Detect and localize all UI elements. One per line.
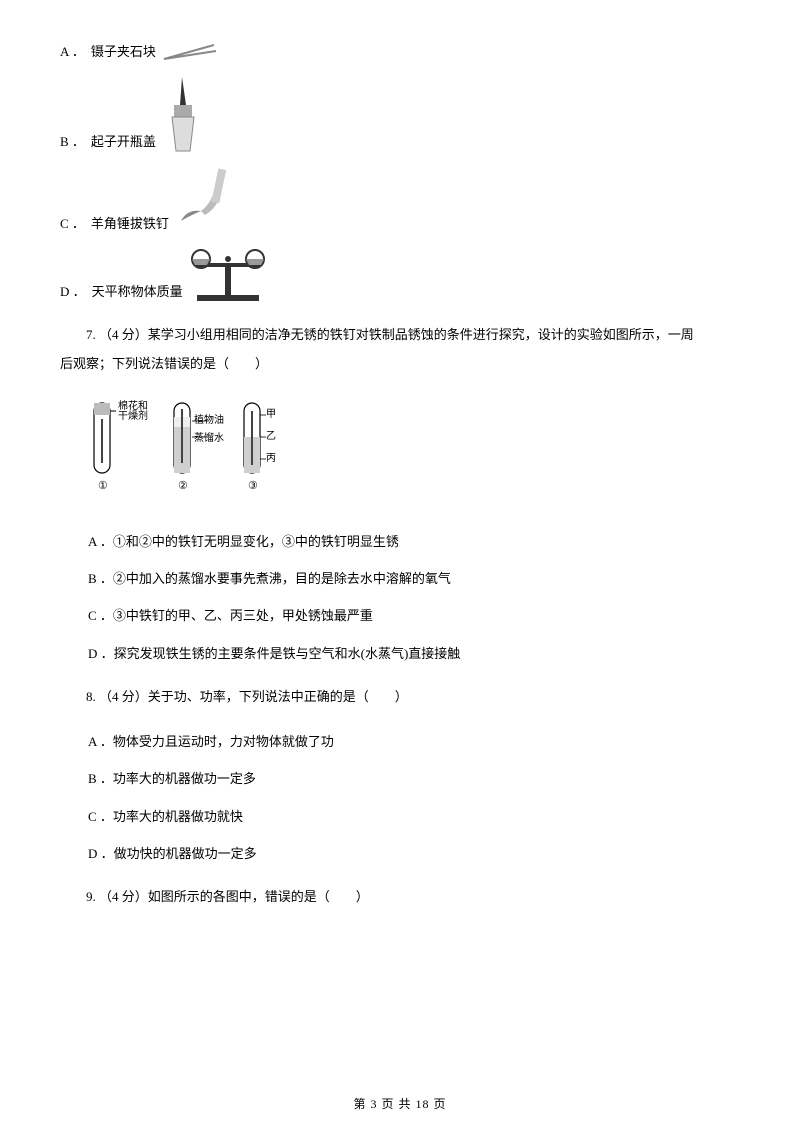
svg-text:乙: 乙 [266, 430, 276, 442]
q8-option-a[interactable]: A ．物体受力且运动时，力对物体就做了功 [88, 730, 740, 753]
q6-d-label: D ． [60, 280, 86, 303]
q7-option-d[interactable]: D ．探究发现铁生锈的主要条件是铁与空气和水(水蒸气)直接接触 [88, 642, 740, 665]
q6-option-c[interactable]: C ． 羊角锤拔铁钉 [60, 165, 740, 235]
q6-b-text: 起子开瓶盖 [91, 130, 156, 153]
q7-stem-line2: 后观察；下列说法错误的是（ ） [60, 350, 740, 379]
q7-stem-line1: 7. （4 分）某学习小组用相同的洁净无锈的铁钉对铁制品锈蚀的条件进行探究，设计… [60, 321, 740, 350]
claw-hammer-icon [173, 165, 243, 235]
q6-c-label: C ． [60, 212, 85, 235]
svg-text:干燥剂: 干燥剂 [118, 409, 148, 422]
test-tubes-diagram: 棉花和 干燥剂 ① 植物油 蒸馏水 ② 甲 乙 丙 ③ [88, 397, 298, 507]
q6-d-text: 天平称物体质量 [92, 280, 183, 303]
q6-option-a[interactable]: A ． 镊子夹石块 [60, 40, 740, 63]
tweezers-icon [160, 41, 220, 63]
page-footer: 第 3 页 共 18 页 [0, 1095, 800, 1112]
svg-text:甲: 甲 [266, 409, 276, 420]
svg-text:丙: 丙 [266, 453, 276, 464]
q7-diagram: 棉花和 干燥剂 ① 植物油 蒸馏水 ② 甲 乙 丙 ③ [88, 397, 740, 512]
q6-b-label: B ． [60, 130, 85, 153]
q6-a-label: A ． [60, 40, 85, 63]
q7-option-a[interactable]: A ．①和②中的铁钉无明显变化，③中的铁钉明显生锈 [88, 530, 740, 553]
svg-text:植物油: 植物油 [194, 413, 224, 426]
q7-stem: 7. （4 分）某学习小组用相同的洁净无锈的铁钉对铁制品锈蚀的条件进行探究，设计… [60, 321, 740, 378]
bottle-opener-icon [160, 75, 206, 153]
q8-stem: 8. （4 分）关于功、功率，下列说法中正确的是（ ） [60, 683, 740, 712]
q6-a-text: 镊子夹石块 [91, 40, 156, 63]
q6-option-d[interactable]: D ． 天平称物体质量 [60, 247, 740, 303]
balance-scale-icon [187, 247, 269, 303]
q7-option-c[interactable]: C ．③中铁钉的甲、乙、丙三处，甲处锈蚀最严重 [88, 604, 740, 627]
svg-text:①: ① [98, 480, 108, 492]
q8-option-b[interactable]: B ．功率大的机器做功一定多 [88, 767, 740, 790]
q6-option-b[interactable]: B ． 起子开瓶盖 [60, 75, 740, 153]
q8-option-d[interactable]: D ．做功快的机器做功一定多 [88, 842, 740, 865]
svg-text:蒸馏水: 蒸馏水 [194, 431, 224, 444]
q8-option-c[interactable]: C ．功率大的机器做功就快 [88, 805, 740, 828]
q9-stem: 9. （4 分）如图所示的各图中，错误的是（ ） [60, 883, 740, 912]
svg-text:③: ③ [248, 480, 258, 492]
svg-text:②: ② [178, 480, 188, 492]
q7-option-b[interactable]: B ．②中加入的蒸馏水要事先煮沸，目的是除去水中溶解的氧气 [88, 567, 740, 590]
q6-c-text: 羊角锤拔铁钉 [91, 212, 169, 235]
